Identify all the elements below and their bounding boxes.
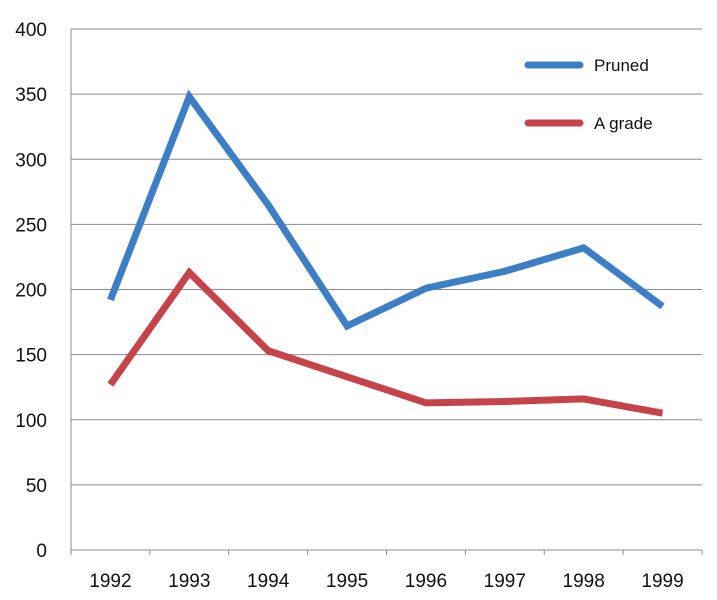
series-lines: [107, 89, 665, 417]
axes: [70, 29, 703, 555]
x-tick-label: 1996: [405, 571, 447, 592]
legend-label: Pruned: [594, 56, 649, 75]
y-tick-label: 400: [15, 20, 47, 41]
x-tick-label: 1998: [563, 571, 605, 592]
y-tick-label: 150: [15, 346, 47, 367]
y-tick-label: 50: [26, 476, 47, 497]
x-tick-label: 1992: [89, 571, 131, 592]
x-tick-label: 1997: [484, 571, 526, 592]
y-tick-labels: 0 50 100 150 200 250 300 350 400: [15, 20, 47, 562]
y-tick-label: 200: [15, 281, 47, 302]
x-tick-labels: 1992 1993 1994 1995 1996 1997 1998 1999: [89, 571, 683, 592]
x-tick-label: 1995: [326, 571, 368, 592]
y-tick-label: 100: [15, 411, 47, 432]
series-line-a-grade: [107, 267, 664, 417]
x-tick-label: 1994: [247, 571, 290, 592]
legend: Pruned A grade: [524, 56, 653, 133]
y-tick-label: 0: [36, 541, 47, 562]
series-line-pruned: [107, 89, 665, 331]
y-tick-label: 250: [15, 215, 47, 236]
grid-lines: [71, 28, 702, 486]
y-tick-label: 300: [15, 150, 47, 171]
legend-label: A grade: [594, 114, 653, 133]
x-tick-label: 1993: [168, 571, 210, 592]
y-tick-label: 350: [15, 85, 47, 106]
x-tick-label: 1999: [641, 571, 683, 592]
